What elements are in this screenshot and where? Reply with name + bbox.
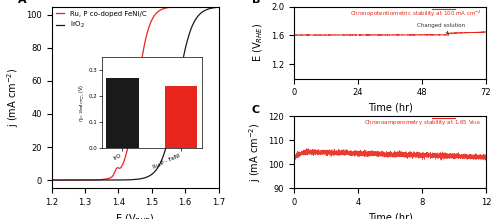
IrO$_2$ (195, 14, 201, 17)
Text: Changed solution: Changed solution (417, 23, 465, 34)
Line: Ru, P co-doped FeNi/C: Ru, P co-doped FeNi/C (52, 7, 222, 180)
IrO$_2$ (152, 170, 158, 173)
X-axis label: Time (hr): Time (hr) (368, 103, 412, 113)
Y-axis label: j (mA cm$^{-2}$): j (mA cm$^{-2}$) (247, 123, 263, 182)
Ru, P co-doped FeNi/C (219, 5, 225, 8)
Ru, P co-doped FeNi/C (195, 5, 201, 8)
IrO$_2$ (157, 162, 163, 165)
IrO$_2$ (178, 69, 184, 72)
Y-axis label: j (mA cm$^{-2}$): j (mA cm$^{-2}$) (5, 68, 21, 127)
Legend: Ru, P co-doped FeNi/C, IrO$_2$: Ru, P co-doped FeNi/C, IrO$_2$ (53, 8, 149, 33)
Ru, P co-doped FeNi/C (59, 179, 65, 181)
IrO$_2$ (148, 174, 154, 177)
Ru, P co-doped FeNi/C (148, 22, 154, 24)
Ru, P co-doped FeNi/C (152, 14, 158, 16)
X-axis label: Time (hr): Time (hr) (368, 213, 412, 219)
Text: A: A (18, 0, 27, 5)
Y-axis label: E (V$_{RHE}$): E (V$_{RHE}$) (252, 23, 266, 62)
IrO$_2$ (49, 179, 55, 181)
Line: IrO$_2$: IrO$_2$ (52, 7, 222, 180)
X-axis label: E (V$_{RHE}$): E (V$_{RHE}$) (115, 213, 155, 219)
Text: Chronopotentiometric stability at 100 mA cm$^{-2}$: Chronopotentiometric stability at 100 mA… (350, 9, 482, 19)
IrO$_2$ (59, 179, 65, 181)
Ru, P co-doped FeNi/C (178, 5, 184, 8)
Text: C: C (252, 105, 260, 115)
IrO$_2$ (219, 6, 225, 8)
Text: B: B (252, 0, 260, 5)
Ru, P co-doped FeNi/C (49, 179, 55, 181)
Ru, P co-doped FeNi/C (157, 9, 163, 12)
Text: Chronoamperometry stability at 1.65 V$_{RHE}$: Chronoamperometry stability at 1.65 V$_{… (364, 118, 482, 127)
